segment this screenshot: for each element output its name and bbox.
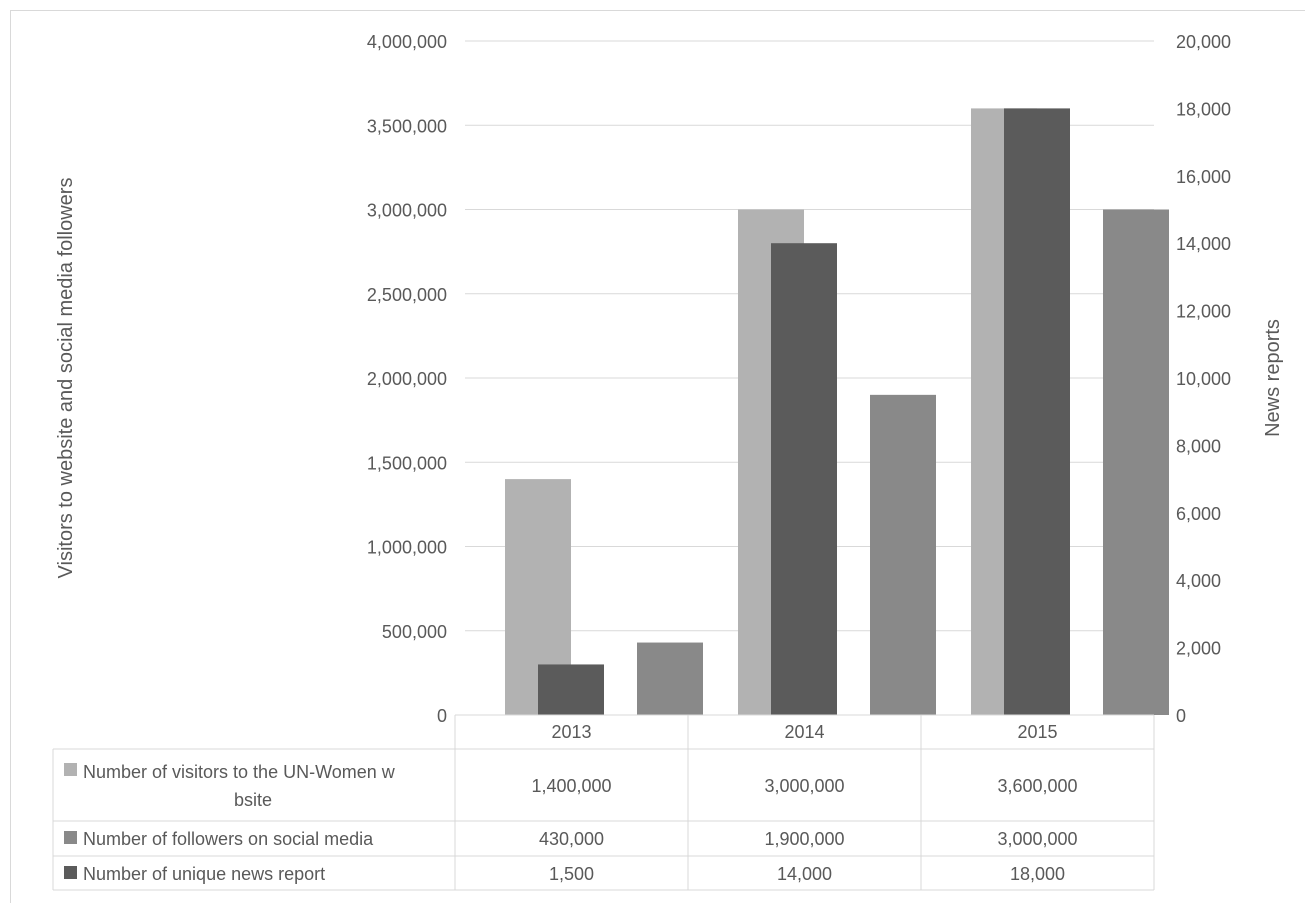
right-tick-label: 2,000 (1176, 639, 1221, 659)
right-tick-label: 20,000 (1176, 32, 1231, 52)
left-axis-label: Visitors to website and social media fol… (55, 178, 77, 579)
bar-followers (637, 642, 703, 715)
table-cell-value: 3,600,000 (997, 776, 1077, 796)
table-series-name: Number of unique news report (83, 864, 325, 884)
right-axis-ticks: 0 2,000 4,000 6,000 8,000 10,000 12,000 14,000 1… (1176, 32, 1231, 726)
bar-news-reports (771, 243, 837, 715)
left-axis-ticks: 0 500,000 1,000,000 1,500,000 2,000,000 2,500… (367, 32, 447, 726)
table-cell-value: 3,000,000 (997, 829, 1077, 849)
left-tick-label: 2,500,000 (367, 285, 447, 305)
left-tick-label: 500,000 (382, 622, 447, 642)
right-tick-label: 8,000 (1176, 436, 1221, 456)
table-series-name: Number of followers on social media (83, 829, 374, 849)
table-header-year: 2015 (1017, 722, 1057, 742)
table-cell-value: 18,000 (1010, 864, 1065, 884)
right-tick-label: 12,000 (1176, 302, 1231, 322)
right-tick-label: 10,000 (1176, 369, 1231, 389)
chart-border (10, 10, 1305, 903)
left-tick-label: 1,000,000 (367, 538, 447, 558)
table-cell-value: 14,000 (777, 864, 832, 884)
data-table: 2013 2014 2015 Number of visitors to the UN… (52, 714, 1155, 891)
left-tick-label: 3,000,000 (367, 201, 447, 221)
legend-swatch (64, 831, 77, 844)
left-tick-label: 3,500,000 (367, 116, 447, 136)
left-tick-label: 4,000,000 (367, 32, 447, 52)
bar-followers (870, 394, 936, 715)
bar-news-reports (538, 664, 604, 715)
right-axis-label: News reports (1262, 319, 1284, 437)
table-header-year: 2013 (551, 722, 591, 742)
table-cell-value: 1,400,000 (531, 776, 611, 796)
right-tick-label: 0 (1176, 706, 1186, 726)
right-tick-label: 16,000 (1176, 167, 1231, 187)
right-tick-label: 6,000 (1176, 504, 1221, 524)
bars (505, 108, 1169, 715)
left-tick-label: 2,000,000 (367, 369, 447, 389)
left-tick-label: 0 (437, 706, 447, 726)
table-cell-value: 1,900,000 (764, 829, 844, 849)
table-series-name: bsite (234, 790, 272, 810)
table-cell-value: 3,000,000 (764, 776, 844, 796)
legend-swatch (64, 763, 77, 776)
left-tick-label: 1,500,000 (367, 453, 447, 473)
right-tick-label: 18,000 (1176, 99, 1231, 119)
bar-news-reports (1004, 108, 1070, 715)
bar-followers (1103, 209, 1169, 715)
right-tick-label: 14,000 (1176, 234, 1231, 254)
table-cell-value: 1,500 (549, 864, 594, 884)
table-series-name: Number of visitors to the UN-Women w (83, 762, 396, 782)
table-cell-value: 430,000 (539, 829, 604, 849)
right-tick-label: 4,000 (1176, 571, 1221, 591)
table-header-year: 2014 (784, 722, 824, 742)
legend-swatch (64, 866, 77, 879)
